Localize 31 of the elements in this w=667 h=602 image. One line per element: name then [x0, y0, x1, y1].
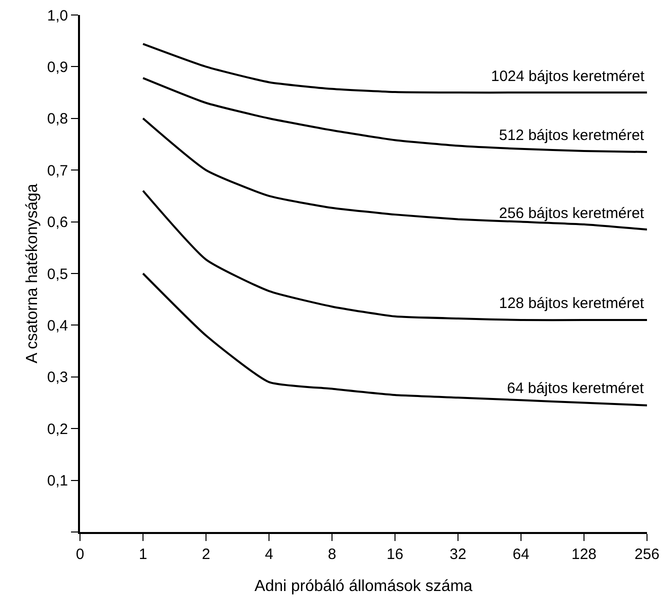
x-tick-label: 64 [512, 546, 530, 563]
line-series [142, 117, 647, 231]
x-tick-label: 256 [634, 546, 660, 563]
x-tick-label: 4 [264, 546, 274, 563]
y-tick-label: 0,7 [47, 162, 68, 180]
x-tick-label: 32 [450, 546, 466, 563]
x-tick-label: 0 [76, 546, 84, 563]
y-tick-label: 0,9 [47, 58, 68, 76]
y-tick-label: 0,5 [47, 266, 68, 283]
x-tick-label: 16 [386, 546, 404, 563]
x-tick-label: 1 [138, 546, 148, 563]
y-tick-label: 0,3 [47, 369, 68, 386]
y-tick-label: 0,1 [47, 472, 68, 490]
series-label: 128 bájtos keretméret [499, 295, 645, 312]
x-tick-label: 2 [202, 546, 210, 563]
y-axis-title: A csatorna hatékonysága [24, 184, 41, 364]
y-tick-label: 0,4 [47, 317, 68, 334]
line-series [142, 190, 647, 322]
y-tick-label: 0,8 [47, 110, 68, 128]
line-series [142, 42, 647, 94]
series-label: 256 bájtos keretméret [499, 205, 645, 222]
line-series [142, 272, 647, 406]
series-label: 1024 bájtos keretméret [491, 68, 646, 85]
x-axis-title: Adni próbáló állomások száma [254, 578, 473, 595]
y-tick-label: 0,2 [47, 420, 68, 438]
y-tick-label: 1,0 [47, 7, 68, 24]
series-label: 512 bájtos keretméret [499, 127, 645, 144]
x-tick-label: 8 [328, 546, 336, 563]
series-label: 64 bájtos keretméret [507, 380, 645, 397]
y-tick-label: 0,6 [47, 214, 68, 232]
x-tick-label: 128 [571, 546, 597, 563]
